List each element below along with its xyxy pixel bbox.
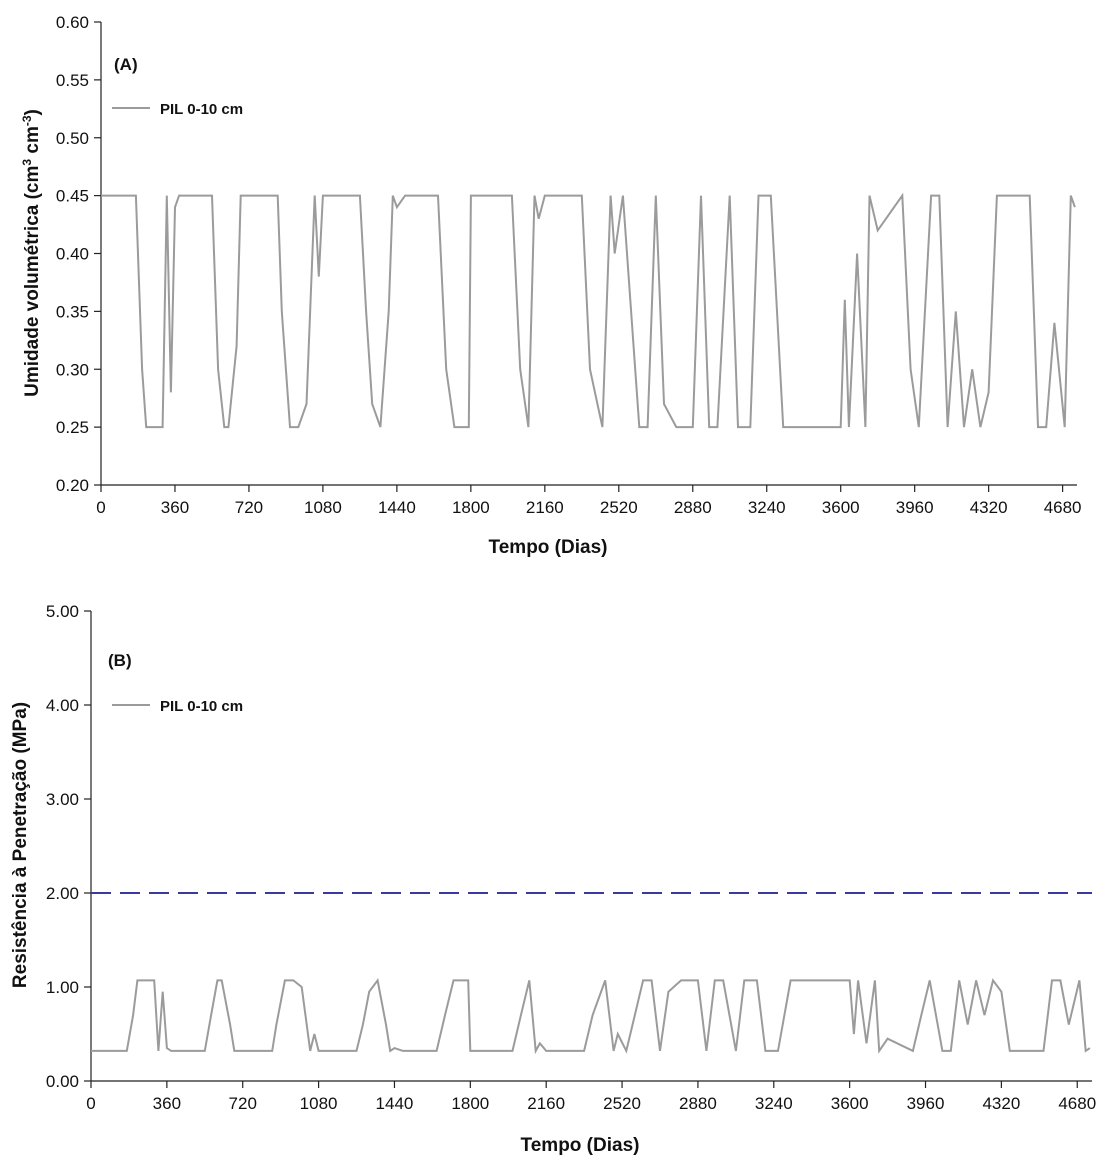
panel-a-y-tick-label: 0.20 (56, 476, 89, 495)
panel-b-y-tick-label: 1.00 (46, 978, 79, 997)
panel-a-x-tick-label: 0 (96, 498, 105, 517)
panel-a: 0.20 0.25 0.30 0.35 0.40 0.45 0.50 0.55 0.60 0 360… (20, 13, 1082, 558)
panel-a-x-tick-label: 2160 (526, 498, 564, 517)
panel-b: 0.00 1.00 2.00 3.00 4.00 5.00 0 360 720 1080 1440 1… (10, 602, 1096, 1156)
panel-b-x-axis-title: Tempo (Dias) (521, 1135, 640, 1156)
panel-a-x-tick-label: 1440 (378, 498, 416, 517)
panel-b-label: (B) (108, 651, 132, 670)
panel-b-x-tick-label: 360 (153, 1094, 181, 1113)
panel-b-x-tick-label: 2520 (603, 1094, 641, 1113)
panel-a-x-tick-label: 720 (235, 498, 263, 517)
panel-b-y-tick-label: 2.00 (46, 884, 79, 903)
panel-b-x-tick-label: 4320 (982, 1094, 1020, 1113)
panel-b-x-tick-label: 2880 (679, 1094, 717, 1113)
panel-b-y-tick-label: 4.00 (46, 696, 79, 715)
panel-b-series-line (91, 977, 1091, 1055)
panel-a-y-axis-title: Umidade volumétrica (cm3 cm-3) (20, 109, 43, 397)
panel-a-x-tick-label: 3240 (748, 498, 786, 517)
panel-a-y-tick-label: 0.55 (56, 71, 89, 90)
panel-b-x-tick-label: 0 (86, 1094, 95, 1113)
panel-a-y-tick-label: 0.30 (56, 360, 89, 379)
panel-a-y-tick-label: 0.40 (56, 245, 89, 264)
panel-a-axes: 0.20 0.25 0.30 0.35 0.40 0.45 0.50 0.55 0.60 0 360… (56, 13, 1082, 517)
panel-b-x-tick-label: 4680 (1058, 1094, 1096, 1113)
panel-a-series-line (101, 192, 1076, 429)
panel-b-x-tick-label: 3960 (907, 1094, 945, 1113)
panel-b-x-tick-label: 720 (229, 1094, 257, 1113)
panel-b-y-axis-title: Resistência à Penetração (MPa) (10, 702, 31, 988)
panel-a-x-tick-label: 1080 (304, 498, 342, 517)
panel-b-y-tick-label: 0.00 (46, 1072, 79, 1091)
panel-a-x-tick-label: 4320 (970, 498, 1008, 517)
panel-a-x-tick-label: 1800 (452, 498, 490, 517)
panel-a-x-tick-label: 3960 (896, 498, 934, 517)
panel-a-y-tick-label: 0.50 (56, 129, 89, 148)
panel-a-x-tick-label: 360 (161, 498, 189, 517)
panel-a-y-tick-label: 0.45 (56, 187, 89, 206)
panel-b-x-tick-label: 3600 (831, 1094, 869, 1113)
panel-b-x-tick-label: 2160 (527, 1094, 565, 1113)
panel-a-x-axis-title: Tempo (Dias) (489, 537, 608, 558)
panel-a-label: (A) (114, 55, 138, 74)
panel-b-y-tick-label: 5.00 (46, 602, 79, 621)
panel-b-x-tick-label: 1800 (451, 1094, 489, 1113)
panel-b-axes: 0.00 1.00 2.00 3.00 4.00 5.00 0 360 720 1080 1440 1… (46, 602, 1096, 1113)
panel-b-y-tick-label: 3.00 (46, 790, 79, 809)
panel-a-y-tick-label: 0.60 (56, 13, 89, 32)
panel-a-x-tick-label: 3600 (822, 498, 860, 517)
panel-b-legend-label: PIL 0-10 cm (160, 698, 243, 715)
panel-b-x-tick-label: 3240 (755, 1094, 793, 1113)
panel-a-x-tick-label: 2880 (674, 498, 712, 517)
panel-a-legend-label: PIL 0-10 cm (160, 101, 243, 118)
panel-a-y-tick-label: 0.25 (56, 418, 89, 437)
panel-a-y-tick-label: 0.35 (56, 302, 89, 321)
panel-b-x-tick-label: 1080 (300, 1094, 338, 1113)
panel-a-x-tick-label: 4680 (1044, 498, 1082, 517)
panel-b-x-tick-label: 1440 (376, 1094, 414, 1113)
panel-a-x-tick-label: 2520 (600, 498, 638, 517)
